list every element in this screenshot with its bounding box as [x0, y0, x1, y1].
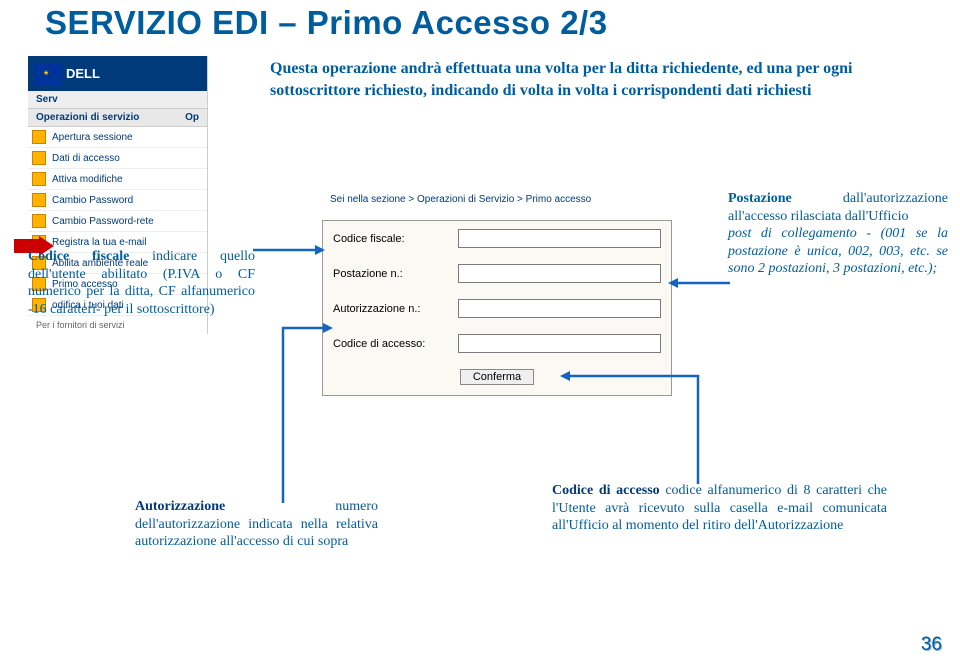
input-codice-fiscale[interactable]: [458, 229, 661, 248]
menu-item[interactable]: Cambio Password-rete: [28, 211, 207, 232]
label-autorizzazione: Autorizzazione n.:: [333, 303, 458, 315]
menu-tab-serv[interactable]: Serv: [28, 91, 66, 108]
input-codice-accesso[interactable]: [458, 334, 661, 353]
callout-cf-title: Codice fiscale: [28, 249, 129, 264]
callout-autorizzazione: Autorizzazione numero dell'autorizzazion…: [135, 498, 378, 551]
description-text: Questa operazione andrà effettuata una v…: [270, 58, 930, 101]
callout-post-italic: post di collegamento - (001 se la postaz…: [728, 226, 948, 276]
input-autorizzazione[interactable]: [458, 299, 661, 318]
arrow-post: [668, 275, 730, 291]
label-codice-accesso: Codice di accesso:: [333, 338, 458, 350]
callout-codice-fiscale: Codice fiscale indicare quello dell'uten…: [28, 248, 255, 318]
conferma-button[interactable]: Conferma: [460, 369, 534, 385]
menu-footer: Per i fornitori di servizi: [28, 316, 207, 334]
eu-flag-icon: [34, 63, 62, 85]
menu-section-header: Operazioni di servizio Op: [28, 109, 207, 127]
page-number: 36: [921, 634, 942, 656]
input-postazione[interactable]: [458, 264, 661, 283]
folder-icon: [32, 172, 46, 186]
slide-title: SERVIZIO EDI – Primo Accesso 2/3: [45, 4, 608, 42]
arrow-auth: [273, 320, 333, 505]
menu-header-text: DELL: [66, 66, 100, 81]
form-row-codice-accesso: Codice di accesso:: [323, 326, 671, 361]
callout-postazione: Postazione dall'autorizzazione all'acces…: [728, 190, 948, 278]
menu-item[interactable]: Attiva modifiche: [28, 169, 207, 190]
arrow-cf: [253, 240, 325, 260]
arrow-code: [560, 368, 710, 486]
form-row-autorizzazione: Autorizzazione n.:: [323, 291, 671, 326]
menu-item[interactable]: Apertura sessione: [28, 127, 207, 148]
menu-item[interactable]: Cambio Password: [28, 190, 207, 211]
callout-auth-title: Autorizzazione: [135, 499, 225, 514]
breadcrumb: Sei nella sezione > Operazioni di Serviz…: [322, 188, 727, 211]
callout-codice-accesso: Codice di accesso codice alfanumerico di…: [552, 482, 887, 535]
folder-icon: [32, 130, 46, 144]
label-postazione: Postazione n.:: [333, 268, 458, 280]
menu-tabs: Serv: [28, 91, 207, 109]
folder-icon: [32, 193, 46, 207]
label-codice-fiscale: Codice fiscale:: [333, 233, 458, 245]
form-row-cf: Codice fiscale:: [323, 221, 671, 256]
folder-icon: [32, 151, 46, 165]
callout-post-title: Postazione: [728, 191, 792, 206]
folder-icon: [32, 214, 46, 228]
menu-item[interactable]: Dati di accesso: [28, 148, 207, 169]
form-row-postazione: Postazione n.:: [323, 256, 671, 291]
slide-container: { "title": "SERVIZIO EDI – Primo Accesso…: [0, 0, 960, 664]
menu-header: DELL: [28, 56, 207, 91]
